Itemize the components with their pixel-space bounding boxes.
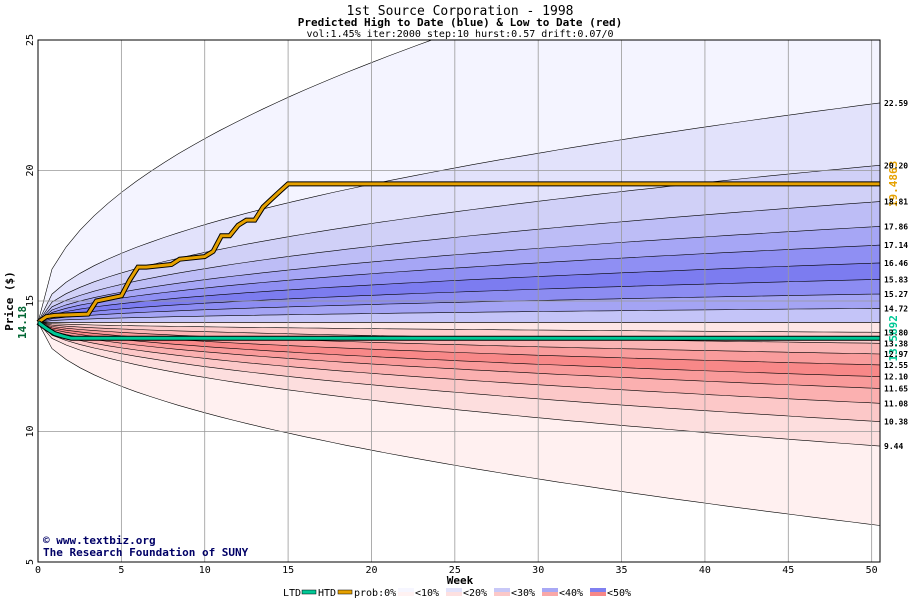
band-end-label-13.80: 13.80 xyxy=(884,328,908,337)
band-end-label-22.59: 22.59 xyxy=(884,99,908,108)
start-price-label: 14.18 xyxy=(16,306,29,339)
legend-bucket-swatch-low-1 xyxy=(446,592,462,596)
band-end-label-18.81: 18.81 xyxy=(884,198,908,207)
legend-bucket-swatch-low-4 xyxy=(590,592,606,596)
y-axis-label: Price ($) xyxy=(3,271,16,331)
band-end-labels: 22.59 20.20 18.81 17.86 17.14 16.46 15.83 15.27… xyxy=(884,99,908,451)
htd-end-label: 19.4863 xyxy=(887,161,900,207)
legend-buckets: <10% <20% <30% <40% <50% xyxy=(398,588,631,599)
legend-bucket-swatch-2 xyxy=(494,588,510,592)
band-end-label-16.46: 16.46 xyxy=(884,259,908,268)
band-end-label-15.27: 15.27 xyxy=(884,290,908,299)
legend-bucket-swatch-low-3 xyxy=(542,592,558,596)
band-end-label-10.38: 10.38 xyxy=(884,418,908,427)
chart-title: 1st Source Corporation - 1998 xyxy=(347,4,574,19)
legend-bucket-swatch-4 xyxy=(590,588,606,592)
credit-site: © www.textbiz.org xyxy=(43,534,156,547)
legend-bucket-swatch-1 xyxy=(446,588,462,592)
htd-line xyxy=(37,182,880,324)
x-tick-40: 40 xyxy=(699,565,711,576)
band-end-label-13.38: 13.38 xyxy=(884,339,908,348)
band-end-label-17.86: 17.86 xyxy=(884,222,908,231)
series-lines: 19.4863 13.5692 xyxy=(36,161,900,362)
legend-bucket-swatch-low-2 xyxy=(494,592,510,596)
band-end-label-11.65: 11.65 xyxy=(884,384,908,393)
band-end-label-15.83: 15.83 xyxy=(884,275,908,284)
y-tick-20: 20 xyxy=(25,164,36,176)
band-end-label-11.08: 11.08 xyxy=(884,399,908,408)
legend-bucket-label-4: <50% xyxy=(607,588,631,599)
x-axis-ticks: 0 5 10 15 20 25 30 35 40 45 50 xyxy=(35,565,878,576)
x-tick-5: 5 xyxy=(118,565,124,576)
y-axis-ticks: 5 10 15 20 25 xyxy=(25,34,36,565)
x-tick-45: 45 xyxy=(782,565,794,576)
legend-bucket-label-0: <10% xyxy=(415,588,439,599)
ltd-end-label: 13.5692 xyxy=(887,315,900,361)
band-end-label-12.97: 12.97 xyxy=(884,350,908,359)
x-tick-10: 10 xyxy=(199,565,211,576)
x-tick-20: 20 xyxy=(365,565,377,576)
low-band-9 xyxy=(38,322,880,333)
y-tick-10: 10 xyxy=(25,425,36,437)
ltd-line xyxy=(37,321,880,340)
legend-bucket-label-2: <30% xyxy=(511,588,535,599)
legend: LTD HTD prob:0% <10% <20% <30% <40% <50% xyxy=(283,588,631,599)
probability-bands xyxy=(38,40,880,526)
x-tick-15: 15 xyxy=(282,565,294,576)
legend-htd-label: HTD xyxy=(318,588,336,599)
legend-bucket-swatch-0 xyxy=(398,588,414,592)
x-axis-label: Week xyxy=(447,574,474,587)
x-tick-35: 35 xyxy=(616,565,628,576)
legend-htd-swatch xyxy=(337,589,353,595)
legend-bucket-label-3: <40% xyxy=(559,588,583,599)
y-tick-15: 15 xyxy=(25,295,36,307)
x-tick-25: 25 xyxy=(449,565,461,576)
y-tick-5: 5 xyxy=(25,559,36,565)
high-band-9 xyxy=(38,307,880,323)
x-tick-30: 30 xyxy=(532,565,544,576)
credit-org: The Research Foundation of SUNY xyxy=(43,546,249,559)
x-tick-0: 0 xyxy=(35,565,41,576)
band-end-label-17.14: 17.14 xyxy=(884,241,908,250)
legend-ltd-swatch xyxy=(301,589,317,595)
band-end-label-14.72: 14.72 xyxy=(884,304,908,313)
legend-ltd-label: LTD xyxy=(283,588,301,599)
band-end-label-9.44: 9.44 xyxy=(884,442,903,451)
band-end-label-12.55: 12.55 xyxy=(884,361,908,370)
chart-subtitle: Predicted High to Date (blue) & Low to D… xyxy=(298,16,623,29)
y-tick-25: 25 xyxy=(25,34,36,46)
band-end-label-12.10: 12.10 xyxy=(884,373,908,382)
plot-frame xyxy=(37,39,881,563)
legend-bucket-swatch-3 xyxy=(542,588,558,592)
legend-prob-label: prob:0% xyxy=(354,588,396,599)
chart-params: vol:1.45% iter:2000 step:10 hurst:0.57 d… xyxy=(306,29,613,40)
legend-bucket-label-1: <20% xyxy=(463,588,487,599)
band-end-label-20.20: 20.20 xyxy=(884,161,908,170)
legend-bucket-swatch-low-0 xyxy=(398,592,414,596)
x-tick-50: 50 xyxy=(866,565,878,576)
